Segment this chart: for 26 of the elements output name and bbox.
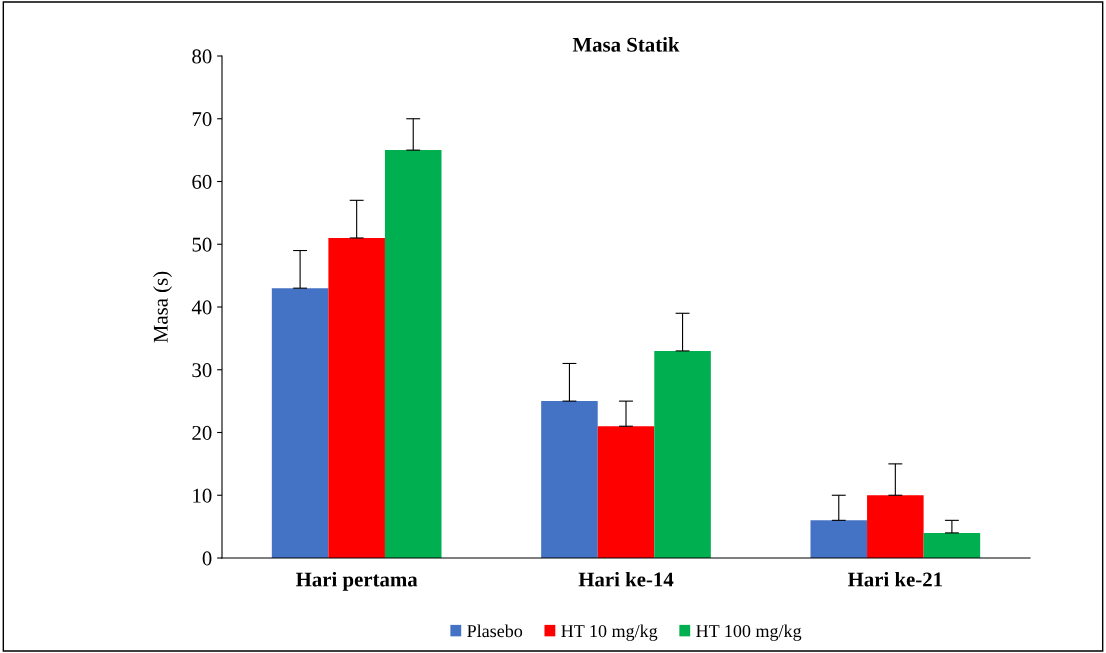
bar: [541, 401, 598, 558]
x-tick-label: Hari ke-21: [847, 571, 942, 587]
legend-label: HT 10 mg/kg: [561, 624, 658, 641]
y-tick-label: 60: [192, 174, 212, 189]
bar: [597, 426, 655, 558]
bar: [328, 237, 385, 558]
bar: [810, 520, 868, 558]
x-tick-label: Hari ke-14: [578, 571, 674, 587]
bar: [271, 288, 329, 558]
y-tick-label: 30: [192, 363, 212, 378]
y-tick-label: 50: [192, 237, 212, 252]
y-axis-title: Masa (s): [153, 271, 172, 343]
x-tick-label: Hari pertama: [295, 571, 418, 591]
bar: [867, 495, 924, 558]
bar: [654, 350, 711, 558]
y-tick-label: 20: [192, 425, 212, 440]
legend-label: Plasebo: [467, 624, 523, 638]
y-tick-label: 70: [192, 112, 212, 127]
y-tick-label: 40: [191, 300, 212, 315]
chart-title: Masa Statik: [572, 37, 680, 52]
y-tick-label: 10: [193, 488, 212, 503]
legend-label: HT 100 mg/kg: [696, 624, 802, 641]
bar: [923, 532, 981, 558]
bar: [384, 150, 442, 558]
y-tick-label: 80: [192, 49, 212, 64]
y-tick-label: 0: [202, 551, 212, 566]
